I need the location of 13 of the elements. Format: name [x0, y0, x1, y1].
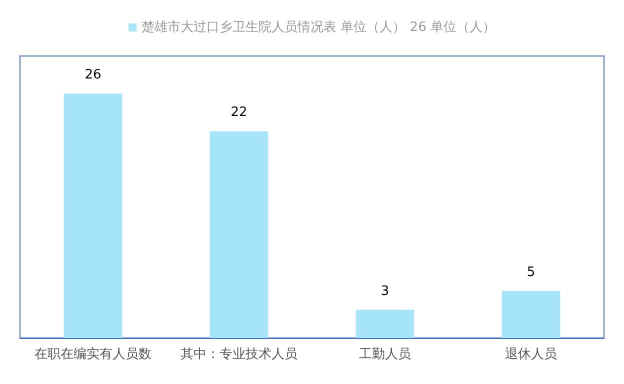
x-tick-label: 工勤人员 — [359, 347, 411, 362]
x-tick-label: 其中：专业技术人员 — [180, 347, 298, 362]
bar — [502, 291, 560, 338]
x-tick-label: 在职在编实有人员数 — [34, 347, 152, 362]
data-label: 5 — [526, 265, 536, 280]
bar — [210, 131, 268, 338]
legend-label: 楚雄市大过口乡卫生院人员情况表 单位（人） 26 单位（人） — [142, 20, 496, 35]
bar — [356, 310, 414, 338]
x-tick-label: 退休人员 — [505, 347, 557, 362]
data-label: 22 — [230, 105, 248, 120]
data-label: 3 — [380, 284, 390, 299]
data-label: 26 — [84, 68, 102, 83]
bar — [64, 94, 122, 338]
